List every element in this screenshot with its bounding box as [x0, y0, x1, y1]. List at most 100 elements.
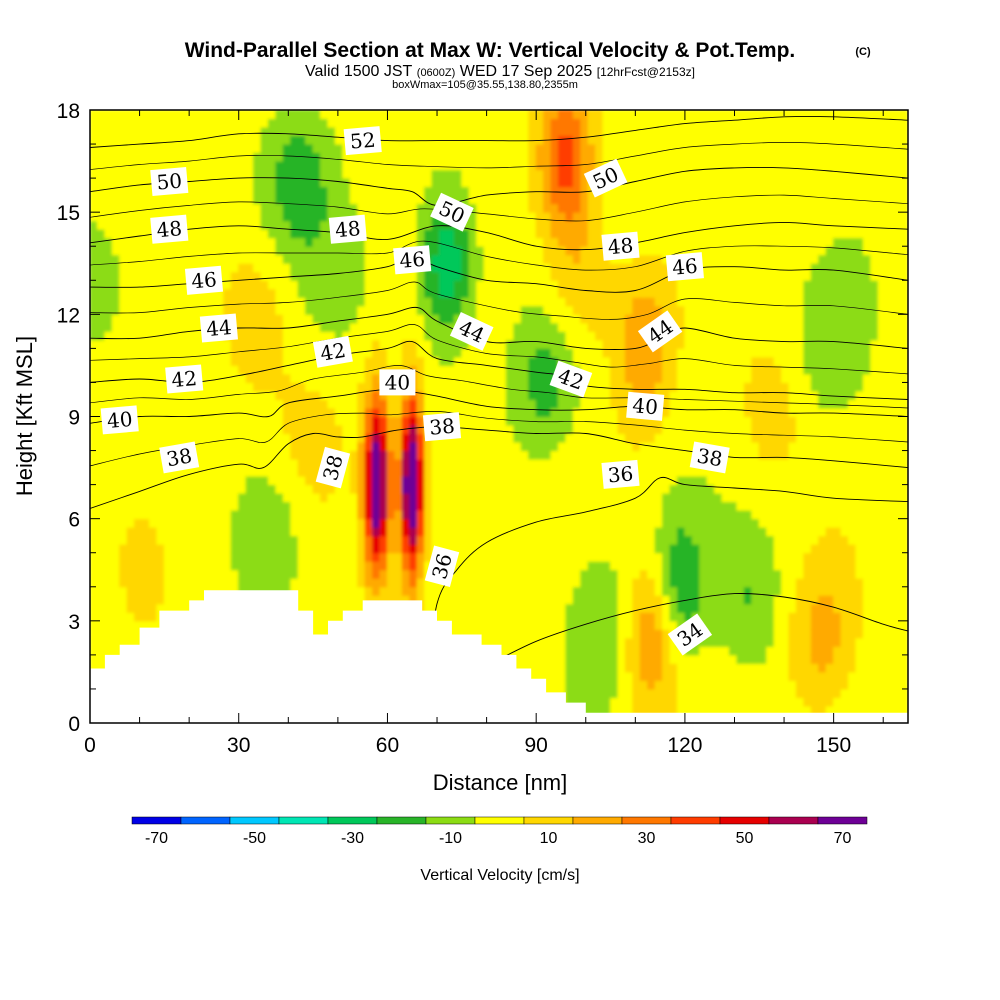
- velocity-cell: [386, 169, 396, 179]
- velocity-cell: [208, 560, 217, 571]
- velocity-cell: [297, 237, 307, 247]
- velocity-cell: [312, 433, 322, 443]
- velocity-cell: [446, 509, 455, 520]
- velocity-cell: [528, 620, 537, 630]
- velocity-cell: [528, 560, 537, 571]
- velocity-cell: [550, 245, 559, 256]
- velocity-cell: [587, 339, 597, 349]
- velocity-cell: [245, 364, 255, 375]
- velocity-cell: [520, 271, 530, 281]
- velocity-cell: [208, 296, 217, 307]
- velocity-cell: [104, 637, 113, 647]
- velocity-cell: [267, 484, 277, 494]
- velocity-cell: [513, 330, 522, 341]
- velocity-cell: [111, 364, 121, 375]
- velocity-cell: [201, 467, 210, 477]
- velocity-cell: [327, 143, 336, 154]
- velocity-cell: [320, 330, 329, 341]
- velocity-cell: [282, 160, 292, 171]
- velocity-cell: [357, 271, 366, 281]
- velocity-cell: [342, 313, 351, 324]
- velocity-cell: [171, 339, 180, 349]
- velocity-cell: [446, 373, 455, 383]
- velocity-cell: [327, 492, 336, 503]
- velocity-cell: [587, 126, 597, 137]
- velocity-cell: [483, 237, 493, 247]
- velocity-cell: [543, 186, 552, 196]
- velocity-cell: [498, 135, 507, 145]
- velocity-cell: [119, 110, 128, 120]
- velocity-cell: [498, 518, 507, 528]
- velocity-cell: [528, 313, 537, 324]
- velocity-cell: [439, 262, 448, 273]
- velocity-cell: [416, 135, 426, 145]
- velocity-cell: [386, 356, 396, 366]
- velocity-cell: [260, 433, 269, 443]
- velocity-cell: [171, 356, 180, 366]
- velocity-cell: [201, 296, 210, 307]
- velocity-cell: [312, 407, 322, 417]
- velocity-cell: [595, 611, 604, 622]
- velocity-cell: [275, 526, 284, 537]
- velocity-cell: [320, 484, 329, 494]
- velocity-cell: [320, 220, 329, 230]
- velocity-cell: [557, 245, 567, 256]
- velocity-cell: [163, 594, 173, 605]
- velocity-cell: [282, 535, 292, 545]
- velocity-cell: [178, 467, 188, 477]
- velocity-cell: [282, 424, 292, 435]
- velocity-cell: [543, 118, 552, 128]
- velocity-cell: [379, 169, 388, 179]
- velocity-cell: [230, 271, 240, 281]
- velocity-cell: [409, 518, 418, 528]
- velocity-cell: [498, 450, 507, 460]
- velocity-cell: [431, 407, 441, 417]
- velocity-cell: [312, 509, 322, 520]
- velocity-cell: [461, 492, 470, 503]
- velocity-cell: [156, 441, 165, 452]
- velocity-cell: [357, 296, 366, 307]
- velocity-cell: [431, 518, 441, 528]
- velocity-cell: [119, 194, 128, 205]
- velocity-cell: [245, 279, 255, 290]
- velocity-cell: [305, 322, 314, 332]
- velocity-cell: [163, 322, 173, 332]
- velocity-cell: [126, 484, 136, 494]
- velocity-cell: [357, 433, 366, 443]
- velocity-cell: [186, 560, 195, 571]
- velocity-cell: [312, 441, 322, 452]
- velocity-cell: [572, 211, 582, 222]
- velocity-cell: [208, 416, 217, 426]
- velocity-cell: [201, 356, 210, 366]
- velocity-cell: [595, 373, 604, 383]
- velocity-cell: [104, 279, 113, 290]
- velocity-cell: [141, 135, 150, 145]
- velocity-cell: [349, 339, 359, 349]
- velocity-cell: [126, 398, 136, 409]
- velocity-cell: [297, 424, 307, 435]
- velocity-cell: [245, 569, 255, 579]
- velocity-cell: [476, 552, 485, 562]
- velocity-cell: [253, 271, 262, 281]
- velocity-cell: [528, 543, 537, 554]
- velocity-cell: [245, 407, 255, 417]
- velocity-cell: [535, 407, 545, 417]
- velocity-cell: [587, 143, 597, 154]
- velocity-cell: [394, 398, 403, 409]
- velocity-cell: [208, 407, 217, 417]
- velocity-cell: [595, 237, 604, 247]
- velocity-cell: [119, 603, 128, 613]
- velocity-cell: [379, 177, 388, 188]
- velocity-cell: [327, 110, 336, 120]
- velocity-cell: [505, 347, 515, 358]
- velocity-cell: [305, 237, 314, 247]
- velocity-cell: [134, 620, 143, 630]
- velocity-cell: [297, 305, 307, 315]
- velocity-cell: [96, 143, 106, 154]
- velocity-cell: [580, 220, 589, 230]
- velocity-cell: [320, 620, 329, 630]
- velocity-cell: [290, 475, 299, 486]
- velocity-cell: [141, 543, 150, 554]
- velocity-cell: [186, 407, 195, 417]
- velocity-cell: [90, 637, 98, 647]
